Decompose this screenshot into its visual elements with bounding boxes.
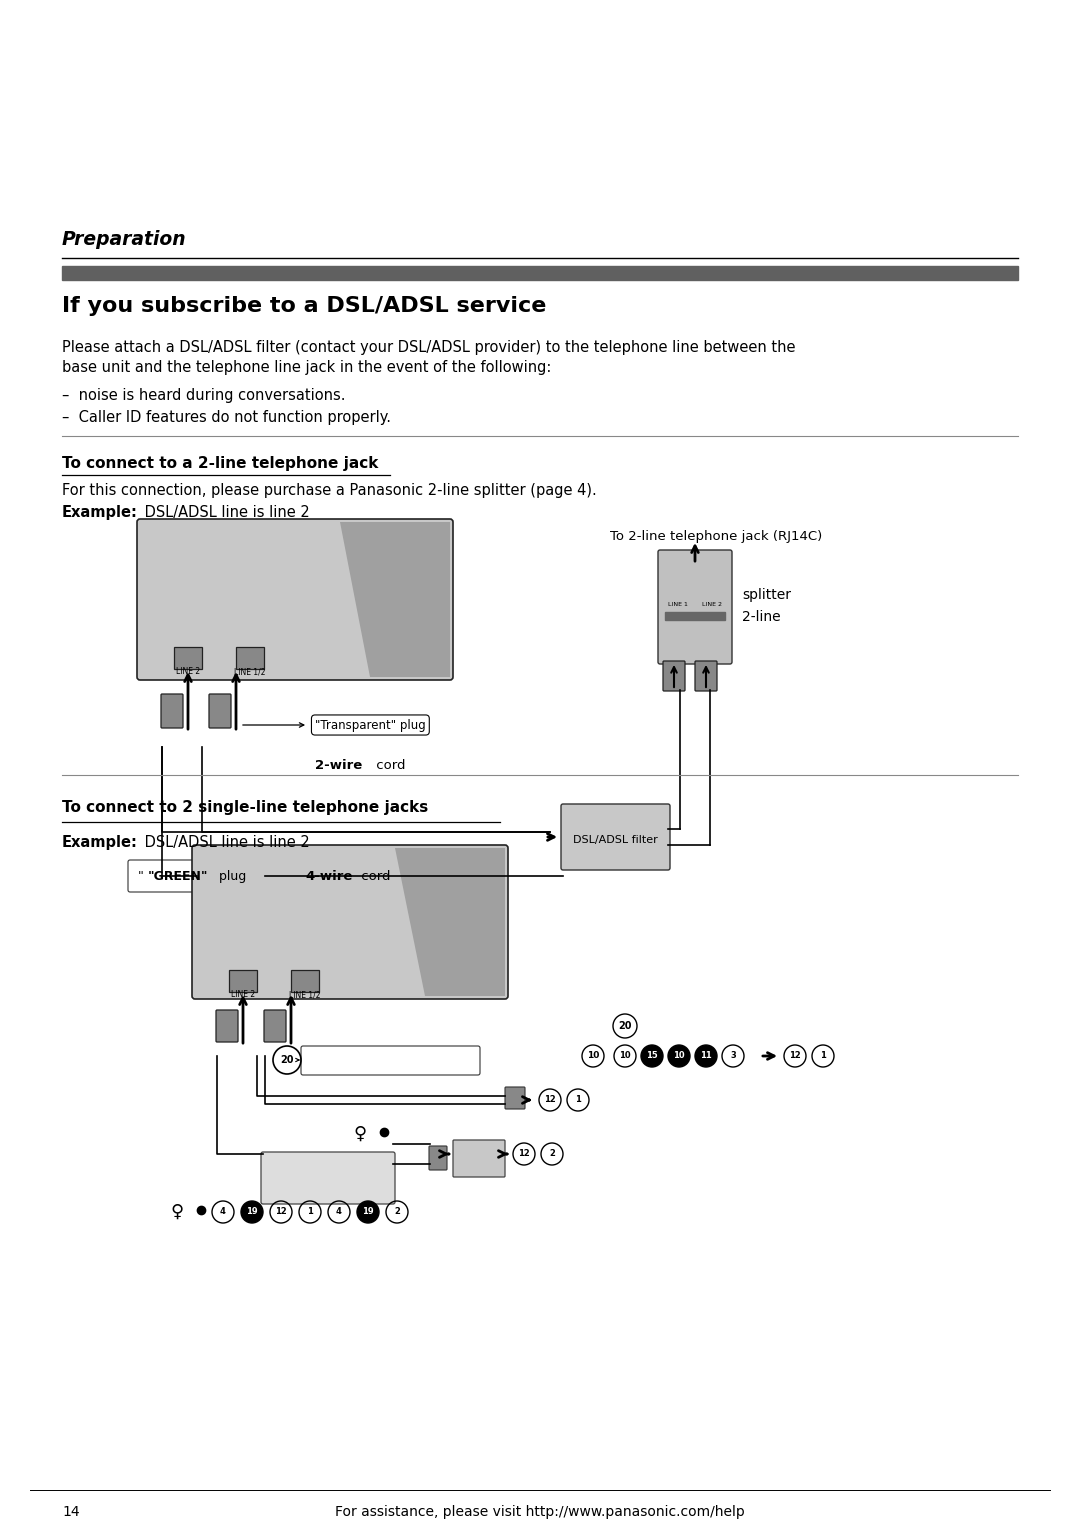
Text: ♀: ♀ [171, 1203, 184, 1221]
FancyBboxPatch shape [216, 1010, 238, 1042]
Text: To 2-line telephone jack (RJ14C): To 2-line telephone jack (RJ14C) [610, 530, 822, 542]
Bar [229, 970, 257, 992]
Text: 14: 14 [62, 1505, 80, 1519]
Text: Please attach a DSL/ADSL filter (contact your DSL/ADSL provider) to the telephon: Please attach a DSL/ADSL filter (contact… [62, 341, 796, 354]
Text: 19: 19 [362, 1207, 374, 1216]
Text: 20: 20 [618, 1021, 632, 1031]
FancyBboxPatch shape [663, 662, 685, 691]
Text: 12: 12 [789, 1051, 801, 1060]
Text: LINE 2: LINE 2 [702, 602, 723, 607]
Bar [62, 266, 1018, 280]
Polygon shape [395, 848, 505, 996]
Text: 15: 15 [646, 1051, 658, 1060]
Text: 2-wire: 2-wire [315, 758, 362, 772]
Text: 10: 10 [619, 1051, 631, 1060]
Text: cord: cord [372, 758, 405, 772]
FancyBboxPatch shape [429, 1146, 447, 1170]
Text: Example:: Example: [62, 834, 138, 850]
Text: LINE 2: LINE 2 [231, 990, 255, 999]
Bar [237, 646, 264, 669]
Text: 4: 4 [220, 1207, 226, 1216]
FancyBboxPatch shape [561, 804, 670, 869]
Text: To connect to 2 single-line telephone jacks: To connect to 2 single-line telephone ja… [62, 801, 429, 814]
Text: LINE 2: LINE 2 [176, 668, 200, 675]
FancyBboxPatch shape [696, 662, 717, 691]
Text: DSL/ADSL line is line 2: DSL/ADSL line is line 2 [140, 834, 310, 850]
Circle shape [669, 1045, 690, 1067]
Circle shape [642, 1045, 663, 1067]
FancyBboxPatch shape [210, 694, 231, 727]
Text: 2: 2 [394, 1207, 400, 1216]
Text: 11: 11 [700, 1051, 712, 1060]
Text: plug: plug [215, 869, 246, 883]
Text: 2-line: 2-line [742, 610, 781, 623]
Text: LINE 1: LINE 1 [669, 602, 688, 607]
Polygon shape [340, 523, 450, 677]
Text: For this connection, please purchase a Panasonic 2-line splitter (page 4).: For this connection, please purchase a P… [62, 483, 597, 498]
Text: cord: cord [357, 869, 391, 883]
FancyBboxPatch shape [261, 1152, 395, 1204]
FancyBboxPatch shape [129, 860, 267, 892]
Text: 12: 12 [275, 1207, 287, 1216]
FancyBboxPatch shape [658, 550, 732, 665]
Text: 10: 10 [586, 1051, 599, 1060]
FancyBboxPatch shape [453, 1140, 505, 1177]
Text: 20: 20 [280, 1054, 294, 1065]
FancyBboxPatch shape [505, 1086, 525, 1109]
Bar [174, 646, 202, 669]
Text: 10: 10 [673, 1051, 685, 1060]
Text: Example:: Example: [62, 504, 138, 520]
Text: –  noise is heard during conversations.: – noise is heard during conversations. [62, 388, 346, 403]
FancyBboxPatch shape [137, 520, 453, 680]
Text: 4: 4 [336, 1207, 342, 1216]
Text: splitter: splitter [742, 588, 791, 602]
Bar [291, 970, 319, 992]
Text: 4-wire: 4-wire [305, 869, 352, 883]
Text: 12: 12 [544, 1096, 556, 1105]
Text: 1: 1 [820, 1051, 826, 1060]
Text: To connect to a 2-line telephone jack: To connect to a 2-line telephone jack [62, 455, 378, 471]
Text: DSL/ADSL line is line 2: DSL/ADSL line is line 2 [140, 504, 310, 520]
Bar [665, 613, 725, 620]
Text: DSL/ADSL filter: DSL/ADSL filter [572, 834, 658, 845]
Text: If you subscribe to a DSL/ADSL service: If you subscribe to a DSL/ADSL service [62, 296, 546, 316]
Text: LINE 1/2: LINE 1/2 [234, 668, 266, 675]
Text: –  Caller ID features do not function properly.: – Caller ID features do not function pro… [62, 410, 391, 425]
Text: 19: 19 [246, 1207, 258, 1216]
FancyBboxPatch shape [264, 1010, 286, 1042]
Circle shape [696, 1045, 717, 1067]
Text: For assistance, please visit http://www.panasonic.com/help: For assistance, please visit http://www.… [335, 1505, 745, 1519]
FancyBboxPatch shape [301, 1047, 480, 1076]
Text: 12: 12 [518, 1149, 530, 1158]
Text: ": " [138, 869, 144, 883]
FancyBboxPatch shape [192, 845, 508, 999]
Text: 2: 2 [549, 1149, 555, 1158]
Text: ♀: ♀ [353, 1125, 366, 1143]
Text: Preparation: Preparation [62, 231, 187, 249]
Text: base unit and the telephone line jack in the event of the following:: base unit and the telephone line jack in… [62, 361, 552, 374]
Text: LINE 1/2: LINE 1/2 [289, 990, 321, 999]
Circle shape [357, 1201, 379, 1222]
Text: 1: 1 [575, 1096, 581, 1105]
Text: "Transparent" plug: "Transparent" plug [315, 718, 426, 732]
Circle shape [241, 1201, 264, 1222]
FancyBboxPatch shape [161, 694, 183, 727]
Text: 3: 3 [730, 1051, 735, 1060]
Text: 1: 1 [307, 1207, 313, 1216]
Text: "GREEN": "GREEN" [148, 869, 208, 883]
